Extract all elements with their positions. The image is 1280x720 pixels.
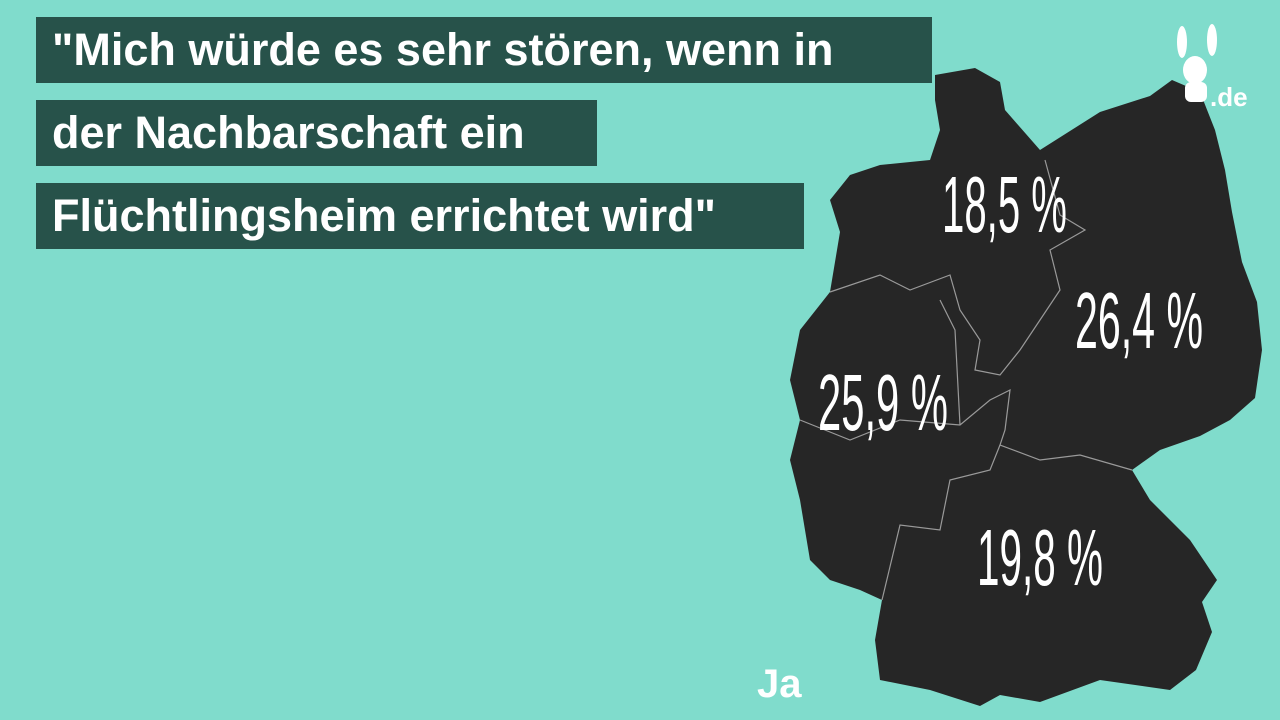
- region-label: 26,4 %: [1075, 276, 1203, 365]
- region-label: 19,8 %: [977, 513, 1103, 602]
- state-border: [829, 159, 1087, 376]
- title-line: der Nachbarschaft ein: [36, 100, 597, 166]
- state-border: [881, 444, 1001, 601]
- title-line: "Mich würde es sehr stören, wenn in: [36, 17, 932, 83]
- answer-label: Ja: [757, 662, 802, 706]
- title-line: Flüchtlingsheim errichtet wird": [36, 183, 804, 249]
- logo-icon: [1177, 24, 1217, 102]
- region-label: 25,9 %: [818, 358, 948, 447]
- germany-shape: [790, 68, 1262, 706]
- state-border: [939, 299, 961, 426]
- state-borders: [799, 159, 1133, 601]
- region-label: 18,5 %: [942, 160, 1067, 249]
- logo-text: .de: [1210, 82, 1248, 112]
- state-border: [799, 388, 1133, 471]
